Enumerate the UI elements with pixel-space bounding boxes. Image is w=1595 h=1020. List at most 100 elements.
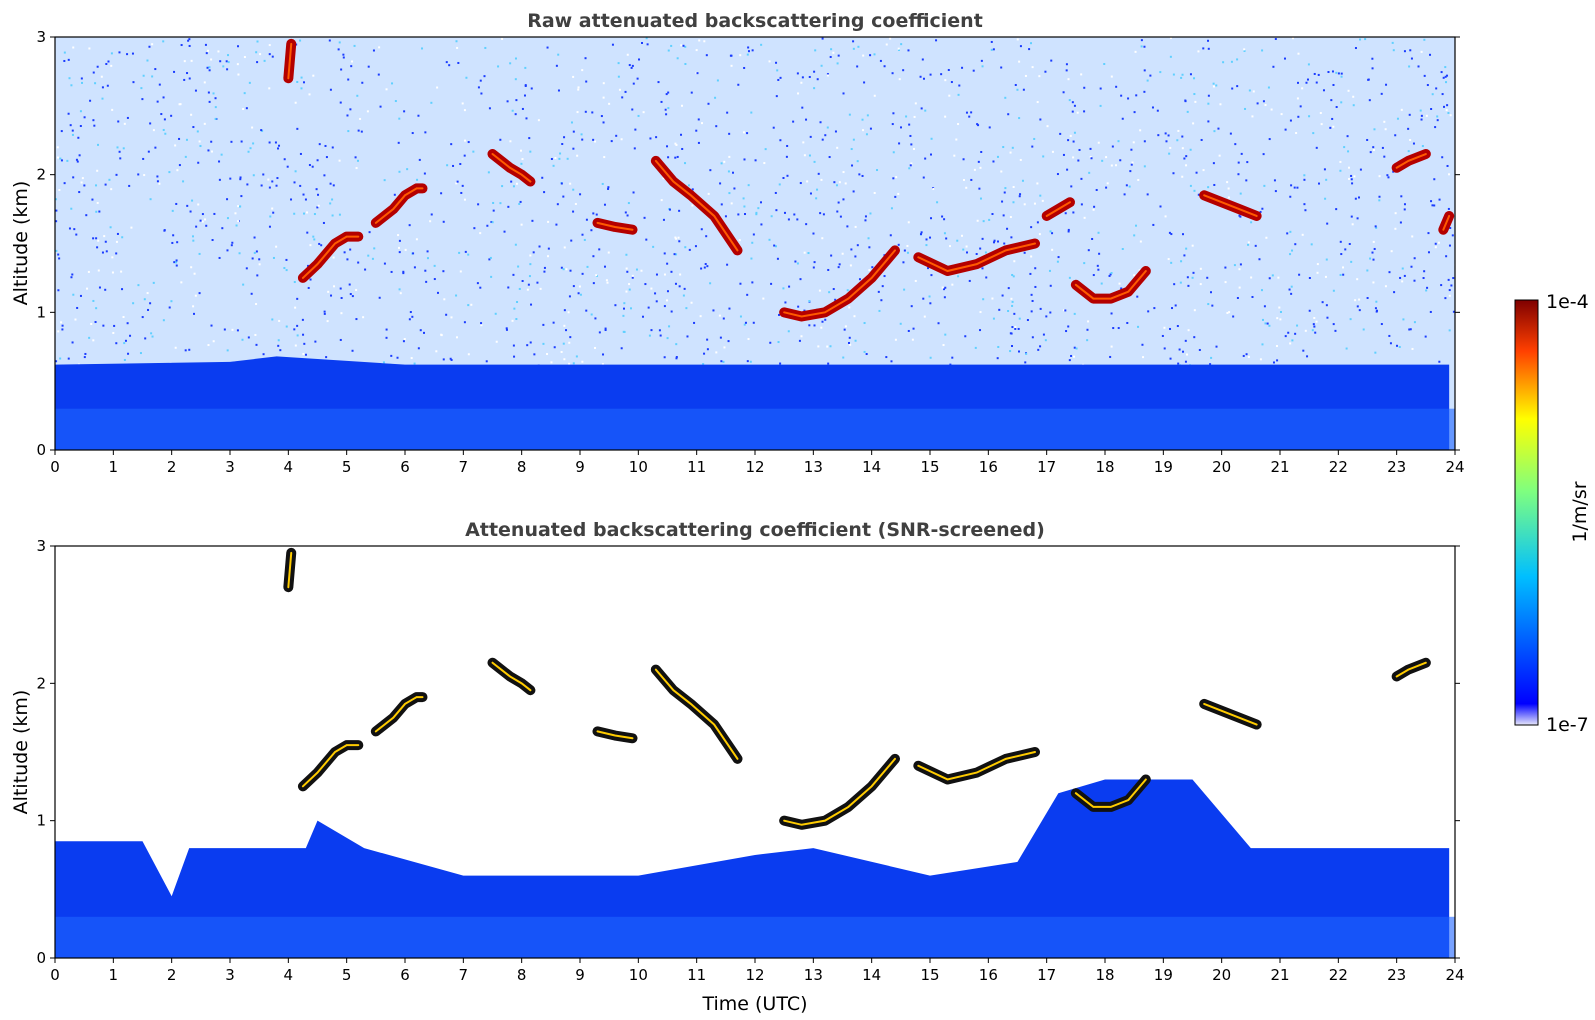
noise-speck bbox=[1374, 307, 1377, 310]
noise-speck bbox=[1246, 161, 1249, 164]
noise-speck bbox=[394, 100, 397, 103]
noise-speck bbox=[529, 341, 532, 344]
noise-speck bbox=[1261, 207, 1264, 210]
noise-speck bbox=[813, 261, 816, 264]
noise-speck bbox=[914, 102, 917, 105]
noise-speck bbox=[72, 176, 75, 179]
noise-speck bbox=[245, 267, 248, 270]
noise-speck bbox=[834, 298, 837, 301]
noise-speck bbox=[152, 129, 155, 132]
noise-speck bbox=[1227, 187, 1230, 190]
noise-speck bbox=[1065, 69, 1068, 72]
noise-speck bbox=[440, 333, 443, 336]
surface-layer bbox=[55, 408, 1455, 450]
noise-speck bbox=[61, 328, 64, 331]
noise-speck bbox=[1022, 88, 1025, 91]
noise-speck bbox=[418, 158, 421, 161]
noise-speck bbox=[331, 198, 334, 201]
noise-speck bbox=[1056, 173, 1059, 176]
noise-speck bbox=[1095, 188, 1098, 191]
noise-speck bbox=[864, 215, 867, 218]
noise-speck bbox=[246, 183, 249, 186]
noise-speck bbox=[936, 201, 939, 204]
noise-speck bbox=[1146, 79, 1149, 82]
noise-speck bbox=[1429, 53, 1432, 56]
noise-speck bbox=[1273, 179, 1276, 182]
noise-speck bbox=[1075, 347, 1078, 350]
noise-speck bbox=[1217, 127, 1220, 130]
noise-speck bbox=[1250, 276, 1253, 279]
noise-speck bbox=[1413, 279, 1416, 282]
noise-speck bbox=[815, 197, 818, 200]
noise-speck bbox=[102, 324, 105, 327]
noise-speck bbox=[559, 152, 562, 155]
noise-speck bbox=[626, 270, 629, 273]
noise-speck bbox=[592, 138, 595, 141]
noise-speck bbox=[512, 185, 515, 188]
noise-speck bbox=[124, 339, 127, 342]
noise-speck bbox=[152, 281, 155, 284]
noise-speck bbox=[238, 252, 241, 255]
noise-speck bbox=[747, 338, 750, 341]
noise-speck bbox=[1260, 289, 1263, 292]
noise-speck bbox=[547, 220, 550, 223]
noise-speck bbox=[302, 333, 305, 336]
noise-speck bbox=[667, 91, 670, 94]
noise-speck bbox=[666, 145, 669, 148]
noise-speck bbox=[507, 286, 510, 289]
noise-speck bbox=[299, 39, 302, 42]
noise-speck bbox=[367, 254, 370, 257]
noise-speck bbox=[236, 329, 239, 332]
noise-speck bbox=[1284, 128, 1287, 131]
noise-speck bbox=[518, 202, 521, 205]
cloud-edge bbox=[1045, 201, 1071, 217]
noise-speck bbox=[929, 73, 932, 76]
noise-speck bbox=[1212, 162, 1215, 165]
noise-speck bbox=[723, 160, 726, 163]
noise-speck bbox=[1009, 216, 1012, 219]
noise-speck bbox=[1440, 71, 1443, 74]
noise-speck bbox=[1177, 129, 1180, 132]
noise-speck bbox=[455, 336, 458, 339]
noise-speck bbox=[565, 268, 568, 271]
noise-speck bbox=[1156, 109, 1159, 112]
noise-speck bbox=[528, 275, 531, 278]
colorbar-min-label: 1e-7 bbox=[1546, 714, 1589, 736]
noise-speck bbox=[1042, 333, 1045, 336]
noise-speck bbox=[602, 353, 605, 356]
noise-speck bbox=[801, 106, 804, 109]
noise-speck bbox=[1100, 282, 1103, 285]
noise-speck bbox=[1352, 95, 1355, 98]
noise-speck bbox=[552, 321, 555, 324]
noise-speck bbox=[868, 246, 871, 249]
noise-speck bbox=[81, 177, 84, 180]
x-tick-label: 9 bbox=[575, 966, 585, 984]
noise-speck bbox=[990, 40, 993, 43]
noise-speck bbox=[941, 215, 944, 218]
noise-speck bbox=[1167, 134, 1170, 137]
noise-speck bbox=[1304, 329, 1307, 332]
noise-speck bbox=[778, 183, 781, 186]
noise-speck bbox=[353, 44, 356, 47]
noise-speck bbox=[1349, 318, 1352, 321]
noise-speck bbox=[1264, 322, 1267, 325]
noise-speck bbox=[1183, 254, 1186, 257]
x-tick-label: 11 bbox=[687, 966, 706, 984]
noise-speck bbox=[97, 269, 100, 272]
noise-speck bbox=[1444, 75, 1447, 78]
noise-speck bbox=[945, 237, 948, 240]
noise-speck bbox=[751, 49, 754, 52]
noise-speck bbox=[1083, 110, 1086, 113]
noise-speck bbox=[762, 297, 765, 300]
noise-speck bbox=[397, 246, 400, 249]
noise-speck bbox=[1106, 182, 1109, 185]
noise-speck bbox=[304, 198, 307, 201]
noise-speck bbox=[362, 316, 365, 319]
noise-speck bbox=[309, 278, 312, 281]
noise-speck bbox=[1408, 328, 1411, 331]
noise-speck bbox=[816, 78, 819, 81]
noise-speck bbox=[391, 82, 394, 85]
noise-speck bbox=[1110, 345, 1113, 348]
noise-speck bbox=[324, 144, 327, 147]
noise-speck bbox=[271, 207, 274, 210]
